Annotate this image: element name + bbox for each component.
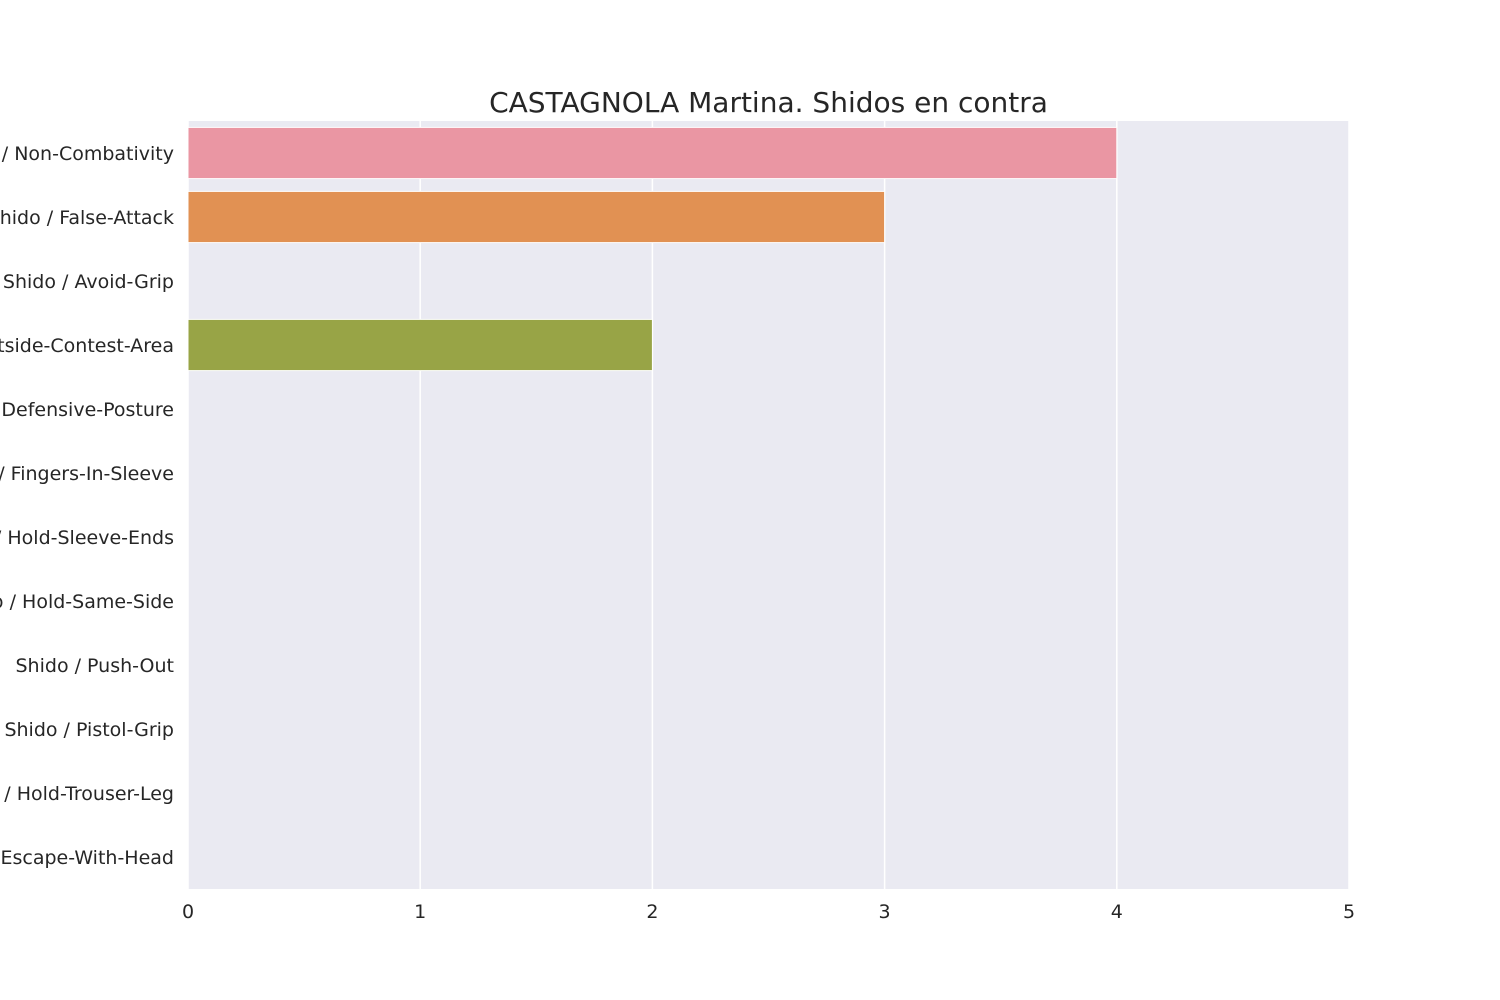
y-tick-label: Shido / False-Attack [0, 207, 174, 229]
plot-background [188, 121, 1349, 889]
chart-title: CASTAGNOLA Martina. Shidos en contra [489, 86, 1048, 119]
y-tick-label: Shido / Defensive-Posture [0, 399, 174, 421]
x-tick-label: 4 [1111, 901, 1123, 923]
bars [187, 126, 1118, 372]
x-tick-label: 0 [182, 901, 194, 923]
bar [187, 190, 886, 244]
x-tick-label: 3 [879, 901, 891, 923]
y-tick-label: Shido / Non-Combativity [0, 143, 174, 165]
x-gridlines [187, 121, 1350, 889]
x-tick-labels: 0 1 2 3 4 5 [182, 901, 1355, 923]
x-tick-label: 1 [414, 901, 426, 923]
y-tick-labels: Shido / Non-Combativity Shido / False-Att… [0, 143, 174, 869]
bar [187, 318, 653, 372]
bar [187, 126, 1118, 180]
y-tick-label: Shido / Fingers-In-Sleeve [0, 463, 174, 485]
y-tick-label: Shido / Push-Out [16, 655, 175, 677]
x-tick-label: 2 [646, 901, 658, 923]
y-tick-label: Shido / Hold-Trouser-Leg [0, 783, 174, 805]
y-tick-label: Shido / Pistol-Grip [4, 719, 174, 741]
y-tick-label: Shido / Hold-Sleeve-Ends [0, 527, 174, 549]
x-tick-label: 5 [1343, 901, 1355, 923]
y-tick-label: Shido / Hold-Same-Side [0, 591, 174, 613]
y-tick-label: Shido / Escape-With-Head [0, 847, 174, 869]
y-tick-label: Shido / Outside-Contest-Area [0, 335, 174, 357]
y-tick-label: Shido / Avoid-Grip [3, 271, 174, 293]
